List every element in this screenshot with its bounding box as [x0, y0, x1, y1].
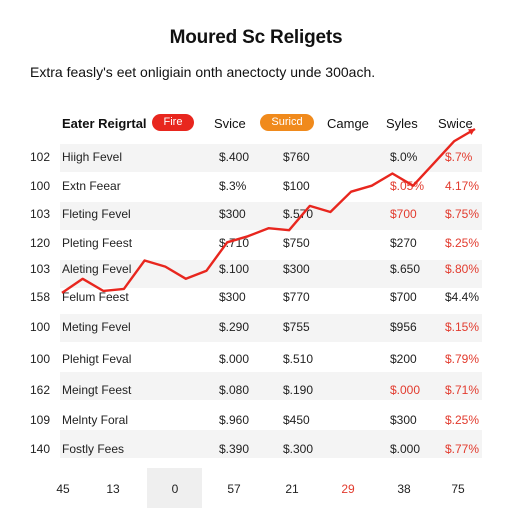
footer-value: 57 — [227, 482, 241, 496]
row-name: Fleting Fevel — [62, 207, 131, 221]
row-value-2: $450 — [283, 413, 310, 427]
row-id: 140 — [30, 442, 51, 456]
row-value-2: $.570 — [283, 207, 314, 221]
row-value-4: $.7% — [445, 150, 473, 164]
row-value-1: $.960 — [219, 413, 250, 427]
row-value-1: $.080 — [219, 383, 250, 397]
row-value-4: $.77% — [445, 442, 480, 456]
row-stripe — [60, 372, 482, 400]
row-value-4: $.80% — [445, 262, 480, 276]
row-name: Plehigt Feval — [62, 352, 132, 366]
fire-tag: Fire — [152, 114, 194, 131]
row-value-4: $4.4% — [445, 290, 480, 304]
row-value-3: $300 — [390, 413, 417, 427]
row-name: Felum Feest — [62, 290, 129, 304]
footer-value: 29 — [341, 482, 355, 496]
row-value-4: $.25% — [445, 236, 480, 250]
row-value-2: $.300 — [283, 442, 314, 456]
row-value-3: $.000 — [390, 383, 421, 397]
row-value-3: $700 — [390, 290, 417, 304]
row-id: 100 — [30, 320, 51, 334]
row-value-3: $.0% — [390, 150, 418, 164]
row-value-1: $.400 — [219, 150, 250, 164]
chart-subtitle: Extra feasly's eet onligiain onth anecto… — [30, 64, 376, 80]
footer-value: 21 — [285, 482, 299, 496]
footer-value: 0 — [171, 482, 179, 496]
row-id: 103 — [30, 207, 51, 221]
row-value-3: $.05% — [390, 179, 425, 193]
row-id: 162 — [30, 383, 51, 397]
row-value-1: $.390 — [219, 442, 250, 456]
suricd-tag: Suricd — [260, 114, 314, 131]
header-camge: Camge — [327, 116, 369, 131]
row-value-4: $.15% — [445, 320, 480, 334]
row-name: Meting Fevel — [62, 320, 131, 334]
row-value-2: $300 — [283, 262, 310, 276]
row-stripe — [60, 430, 482, 458]
row-id: 103 — [30, 262, 51, 276]
header-swice: Swice — [438, 116, 473, 131]
footer-value: 75 — [451, 482, 465, 496]
row-value-2: $.190 — [283, 383, 314, 397]
row-id: 102 — [30, 150, 51, 164]
row-value-1: $.000 — [219, 352, 250, 366]
row-value-3: $.000 — [390, 442, 421, 456]
row-value-1: $300 — [219, 207, 246, 221]
row-name: Fostly Fees — [62, 442, 125, 456]
chart-title: Moured Sc Religets — [169, 27, 343, 48]
row-value-1: $.100 — [219, 262, 250, 276]
row-name: Meingt Feest — [62, 383, 132, 397]
row-value-2: $750 — [283, 236, 310, 250]
row-value-4: $.25% — [445, 413, 480, 427]
row-name: Extn Feear — [62, 179, 121, 193]
row-id: 100 — [30, 352, 51, 366]
row-value-1: $300 — [219, 290, 246, 304]
row-value-3: $.650 — [390, 262, 421, 276]
row-id: 158 — [30, 290, 51, 304]
row-value-1: $.710 — [219, 236, 250, 250]
row-value-4: $.75% — [445, 207, 480, 221]
row-value-4: $.71% — [445, 383, 480, 397]
header-syles: Syles — [386, 116, 418, 131]
row-value-4: 4.17% — [445, 179, 480, 193]
row-value-3: $200 — [390, 352, 417, 366]
header-label: Eater Reigrtal — [62, 116, 147, 131]
row-id: 120 — [30, 236, 51, 250]
row-value-3: $270 — [390, 236, 417, 250]
row-value-2: $770 — [283, 290, 310, 304]
row-name: Pleting Feest — [62, 236, 133, 250]
row-value-1: $.3% — [219, 179, 247, 193]
row-value-3: $956 — [390, 320, 417, 334]
row-stripe — [60, 144, 482, 172]
header-svice: Svice — [214, 116, 246, 131]
footer-value: 38 — [397, 482, 411, 496]
footer-value: 45 — [56, 482, 70, 496]
row-name: Melnty Foral — [62, 413, 129, 427]
row-value-1: $.290 — [219, 320, 250, 334]
row-id: 100 — [30, 179, 51, 193]
row-value-2: $760 — [283, 150, 310, 164]
row-name: Aleting Fevel — [62, 262, 132, 276]
row-value-2: $.510 — [283, 352, 314, 366]
row-id: 109 — [30, 413, 51, 427]
row-stripe — [60, 314, 482, 342]
row-value-3: $700 — [390, 207, 417, 221]
row-value-4: $.79% — [445, 352, 480, 366]
row-name: Hiigh Fevel — [62, 150, 123, 164]
row-value-2: $100 — [283, 179, 310, 193]
footer-highlight — [147, 468, 202, 508]
footer-value: 13 — [106, 482, 120, 496]
row-value-2: $755 — [283, 320, 310, 334]
